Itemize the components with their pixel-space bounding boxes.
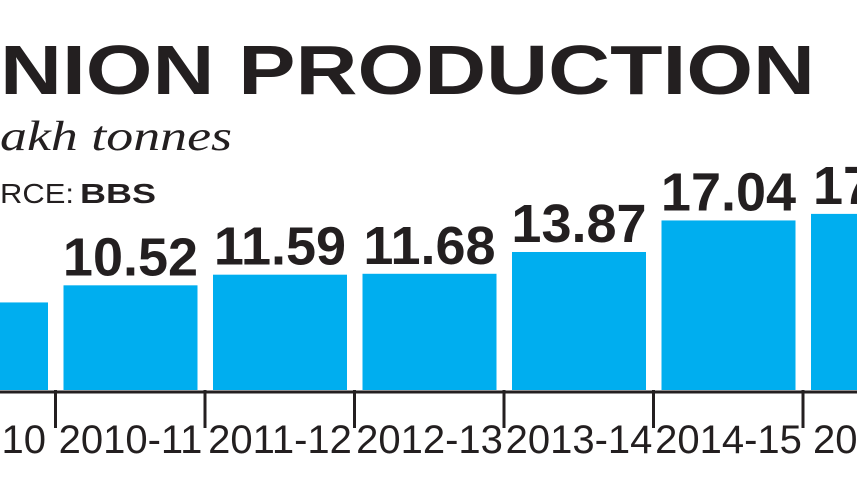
x-tick-label: 2014-15 — [655, 418, 802, 462]
bar — [63, 285, 198, 390]
bar — [213, 274, 347, 390]
value-label: 11.59 — [214, 217, 346, 277]
bar — [362, 273, 497, 390]
value-label: 13.87 — [511, 194, 646, 254]
x-tick-label: 2010-11 — [59, 418, 203, 462]
bar — [0, 302, 48, 390]
value-label: 17.04 — [661, 162, 796, 222]
x-tick-label: 2011-12 — [208, 418, 352, 462]
chart-title: NION PRODUCTION — [0, 31, 815, 109]
x-tick-label: 2012-13 — [356, 418, 503, 462]
value-label: 10.52 — [63, 227, 198, 287]
value-label: 17 — [813, 156, 857, 216]
bar — [661, 220, 796, 390]
bar — [512, 251, 646, 390]
x-tick-label: 201 — [813, 418, 857, 462]
bar — [811, 213, 857, 390]
source-prefix: RCE: — [0, 178, 74, 209]
source: BBS — [80, 178, 156, 209]
x-tick-label: 2013-14 — [506, 418, 653, 462]
value-label: 11.68 — [363, 216, 495, 276]
x-tick-label: -10 — [0, 418, 46, 462]
chart-subtitle: akh tonnes — [0, 114, 232, 160]
